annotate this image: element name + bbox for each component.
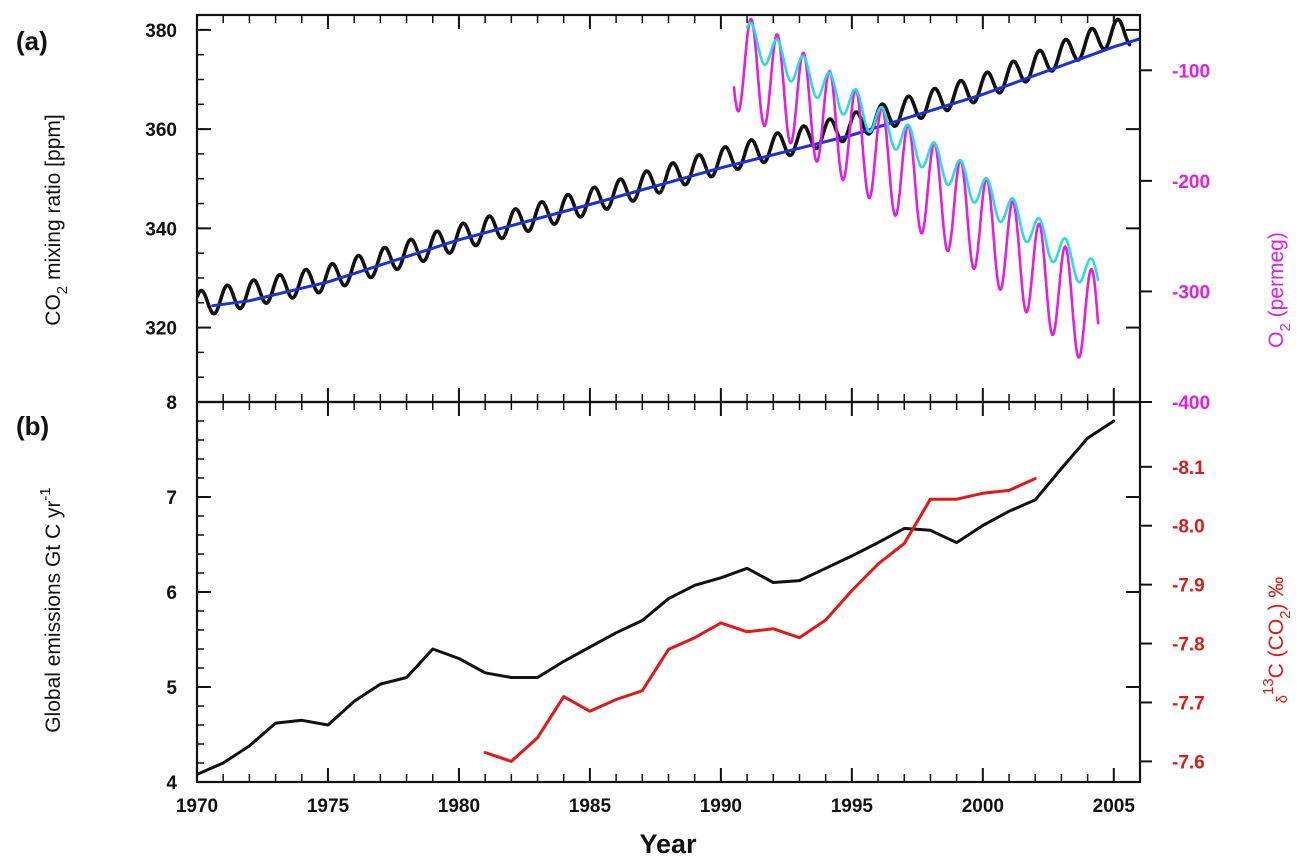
plot-frame-a xyxy=(195,13,1142,404)
y-tick-label-left: 360 xyxy=(145,120,177,141)
panel-label-a: (a) xyxy=(16,26,48,56)
x-tick-label: 1995 xyxy=(831,796,874,817)
x-axis-title: Year xyxy=(639,829,697,859)
y-tick-label-left: 380 xyxy=(145,21,177,42)
plot-frame-b xyxy=(195,400,1142,784)
series-line-a-0 xyxy=(197,17,1132,316)
series-line-b-0 xyxy=(197,419,1116,776)
y-tick-label-left: 7 xyxy=(166,488,177,509)
x-tick-label: 1980 xyxy=(438,796,480,817)
y-tick-label-right: -200 xyxy=(1172,172,1210,193)
x-tick-label: 1985 xyxy=(569,796,612,817)
y-tick-label-right: -100 xyxy=(1172,61,1210,82)
x-tick-label: 2005 xyxy=(1093,796,1136,817)
series-line-b-1 xyxy=(483,477,1037,763)
x-tick-label: 1975 xyxy=(307,796,350,817)
y-tick-label-left: 320 xyxy=(145,319,177,340)
y-tick-label-right: -8.0 xyxy=(1172,517,1205,538)
series-line-a-3 xyxy=(745,21,1100,284)
y-axis-title-a-right: O2 (permeg) xyxy=(1265,232,1294,348)
y-axis-title-b-left: Global emissions Gt C yr-1 xyxy=(37,487,65,733)
series-line-a-1 xyxy=(211,37,1140,308)
y-tick-label-left: 5 xyxy=(166,678,177,699)
panel-label-b: (b) xyxy=(16,411,49,441)
y-tick-label-right: -300 xyxy=(1172,282,1210,303)
series-line-a-2 xyxy=(732,17,1100,359)
y-tick-label-right: -7.9 xyxy=(1172,576,1205,597)
x-tick-label: 2000 xyxy=(962,796,1004,817)
y-tick-label-left: 6 xyxy=(166,583,177,604)
y-tick-label-right: -7.6 xyxy=(1172,752,1205,773)
y-tick-label-right: -7.8 xyxy=(1172,635,1205,656)
y-tick-label-left: 8 xyxy=(166,393,177,414)
y-tick-label-left: 340 xyxy=(145,219,177,240)
y-tick-label-right: -8.1 xyxy=(1172,458,1205,479)
x-tick-label: 1990 xyxy=(700,796,742,817)
y-tick-label-left: 4 xyxy=(166,773,177,794)
y-tick-label-right: -7.7 xyxy=(1172,693,1205,714)
y-axis-title-b-right: δ13C (CO2) ‰ xyxy=(1260,577,1294,704)
x-tick-label: 1970 xyxy=(176,796,218,817)
y-axis-title-a-left: CO2 mixing ratio [ppm] xyxy=(42,114,71,325)
y-tick-label-right: -400 xyxy=(1172,393,1210,414)
